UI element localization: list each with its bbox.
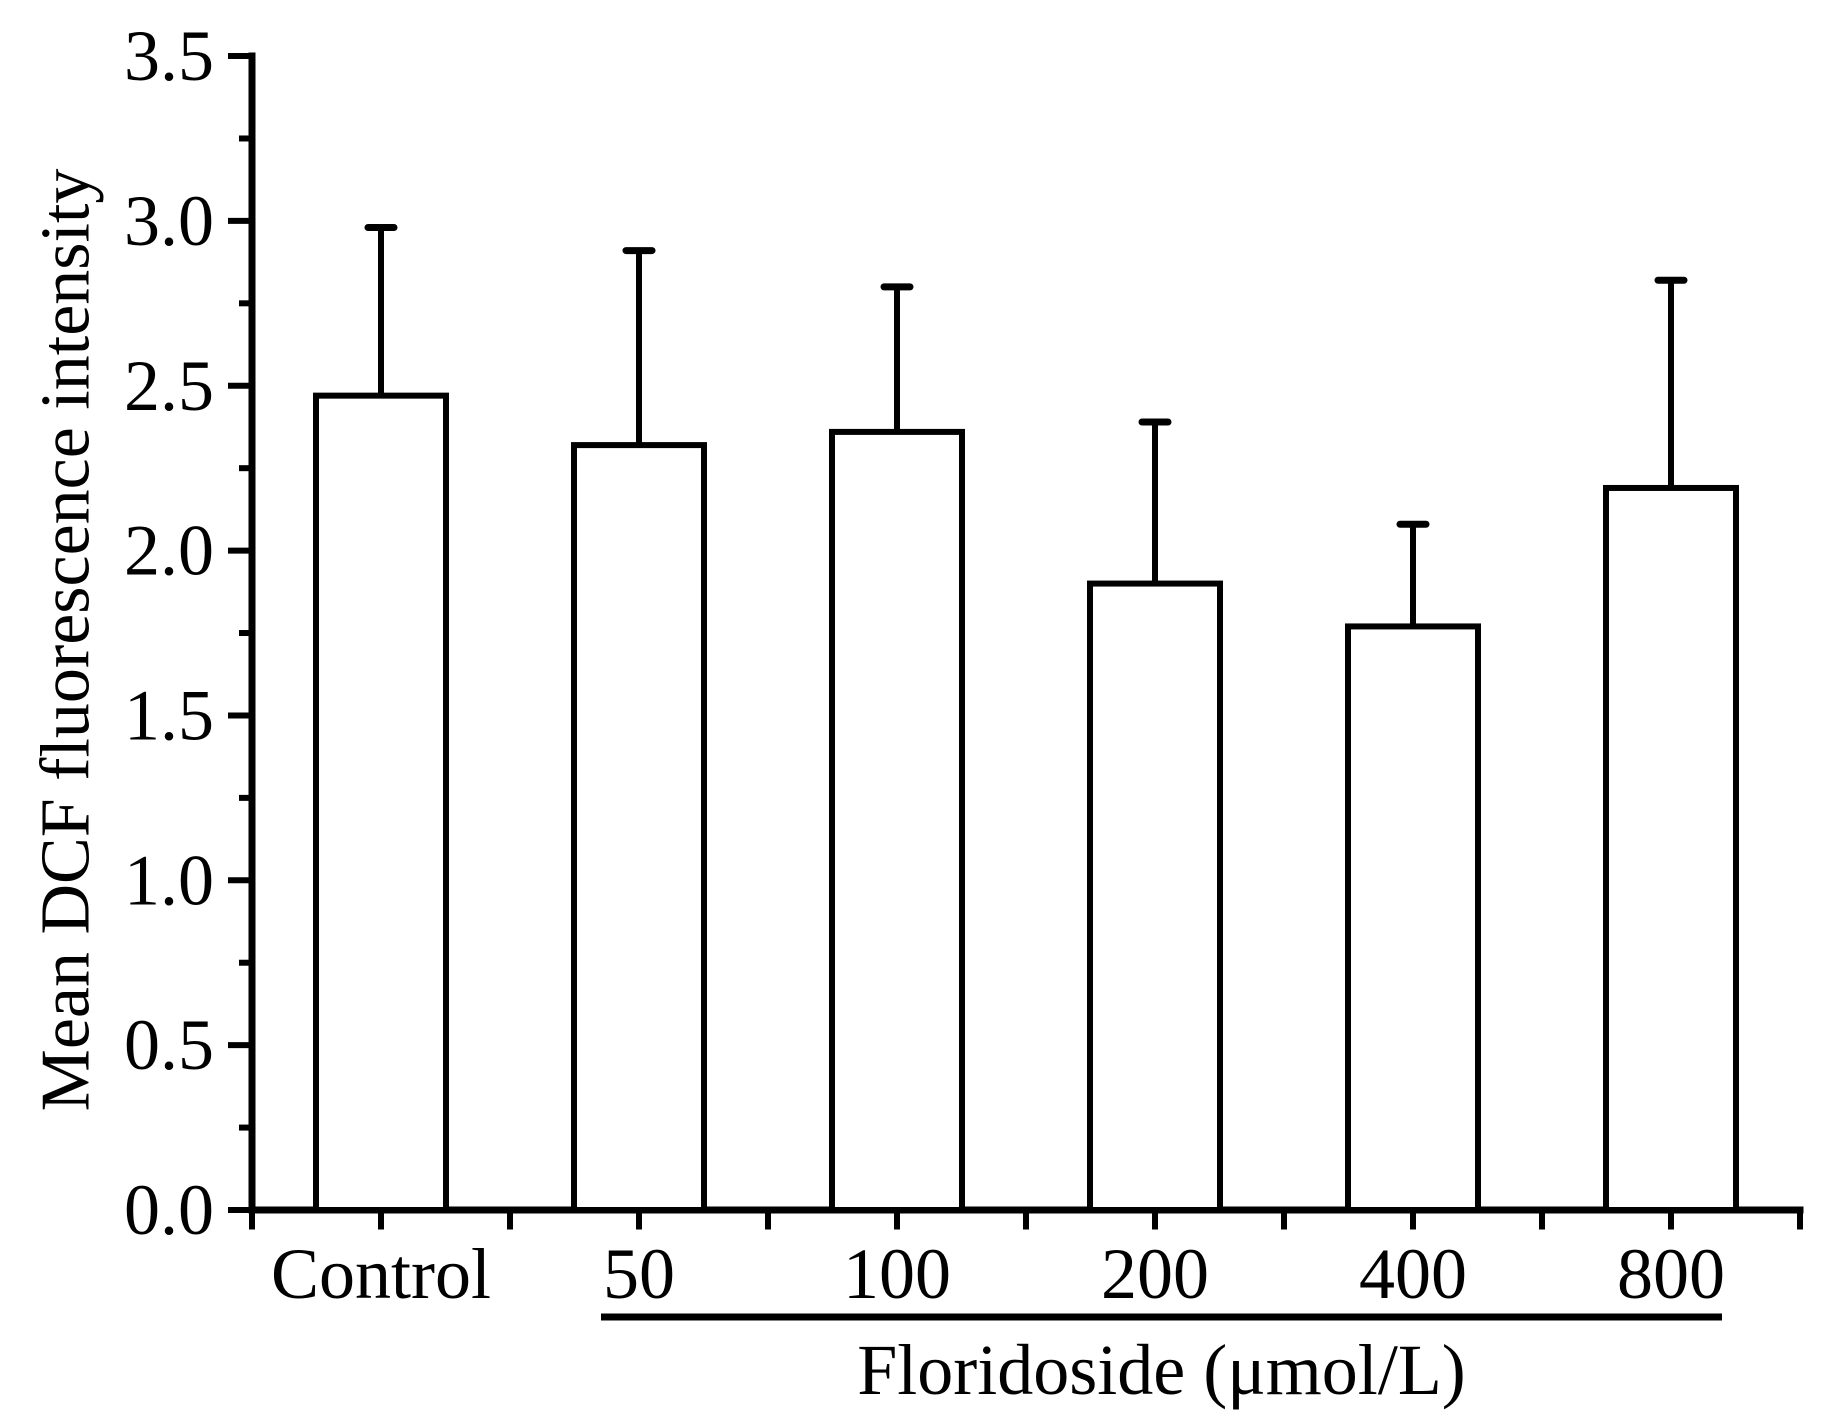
x-tick-label: 100 [843,1234,951,1314]
x-tick-label: 50 [603,1234,675,1314]
bar [1345,623,1481,1213]
y-tick-label: 0.0 [124,1170,214,1250]
y-axis-title: Mean DCF fluorescence intensity [28,169,105,1112]
x-tick-label: 800 [1617,1234,1725,1314]
bar [1603,484,1739,1214]
y-tick-label: 2.0 [124,511,214,591]
x-axis-title: Floridoside (μmol/L) [857,1330,1466,1410]
bar [571,442,707,1213]
y-tick-label: 2.5 [124,346,214,426]
y-tick-label: 3.0 [124,181,214,261]
bar [829,428,965,1213]
bar [313,392,449,1213]
y-tick-label: 1.5 [124,675,214,755]
x-tick-label: 400 [1359,1234,1467,1314]
x-tick-label: 200 [1101,1234,1209,1314]
y-tick-label: 0.5 [124,1005,214,1085]
y-tick-label: 3.5 [124,16,214,96]
bar [1087,580,1223,1213]
x-tick-label: Control [271,1234,491,1314]
y-tick-label: 1.0 [124,840,214,920]
